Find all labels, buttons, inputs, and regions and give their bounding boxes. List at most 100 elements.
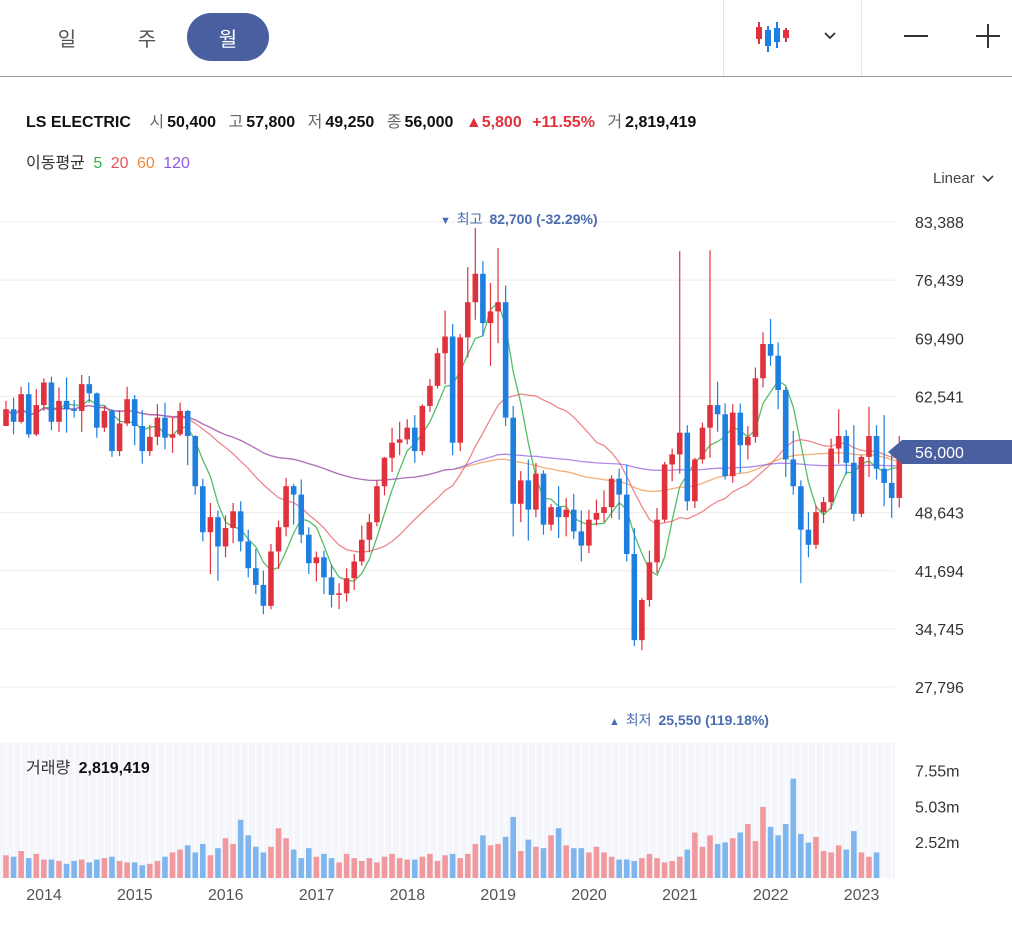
candle-body	[268, 551, 274, 606]
volume-stripe	[171, 743, 174, 878]
time-tick-label: 2018	[390, 887, 426, 904]
volume-stripe	[346, 743, 348, 878]
volume-bar	[328, 858, 335, 878]
ma-5[interactable]: 5	[93, 155, 103, 172]
volume-bar	[404, 859, 411, 878]
volume-stripe	[626, 743, 628, 878]
change-percent: +11.55%	[532, 114, 595, 131]
tab-month[interactable]: 월	[187, 13, 269, 61]
candle-body	[351, 561, 358, 579]
time-tick-label: 2021	[662, 887, 698, 904]
volume-stripe	[732, 743, 734, 878]
volume-bar	[608, 856, 615, 878]
volume-stripe	[482, 743, 484, 878]
ma-120[interactable]: 120	[163, 155, 190, 172]
candle-body	[71, 409, 77, 411]
volume-stripe	[308, 743, 310, 878]
candle-body	[661, 464, 668, 520]
quote-summary: LS ELECTRIC 시 50,400 고 57,800 저 49,250 종 56,…	[26, 108, 704, 132]
volume-bar	[33, 853, 40, 878]
tab-day[interactable]: 일	[57, 28, 77, 51]
candle-body	[131, 399, 138, 426]
volume-stripe	[550, 743, 552, 878]
volume-stripe	[838, 743, 840, 878]
candle-body	[798, 486, 804, 530]
volume-bar	[366, 858, 373, 878]
volume-bar	[184, 845, 191, 878]
volume-stripe	[103, 743, 106, 878]
volume-bar	[94, 859, 100, 878]
volume-stripe	[467, 743, 469, 878]
candle-body	[805, 529, 812, 545]
candle-body	[245, 541, 252, 569]
close-label: 종	[386, 114, 402, 131]
chevron-down-icon	[982, 174, 994, 182]
volume-stripe	[875, 743, 878, 878]
volume-stripe	[845, 743, 847, 878]
volume-stripe	[293, 743, 295, 878]
candle-body	[578, 531, 585, 546]
zoom-out-button[interactable]	[896, 14, 936, 58]
volume-bar	[18, 851, 24, 878]
candle-body	[434, 353, 441, 386]
ma-60[interactable]: 60	[136, 155, 155, 172]
high-label: 고	[228, 114, 244, 131]
volume-stripe	[663, 743, 666, 878]
candle-body	[374, 486, 380, 523]
candle-body	[646, 562, 653, 600]
current-price-label: 56,000	[915, 445, 964, 462]
volume-stripe	[202, 743, 204, 878]
volume-title-value: 2,819,419	[78, 760, 150, 777]
zoom-in-button[interactable]	[968, 14, 1008, 58]
candle-body	[162, 417, 168, 438]
ma-line-120	[5, 404, 900, 482]
price-tick-label: 34,745	[915, 622, 964, 639]
volume-stripe	[474, 743, 476, 878]
candle-body	[253, 568, 259, 585]
candle-body	[396, 439, 403, 443]
volume-bar	[245, 835, 252, 878]
volume-bar	[260, 852, 267, 878]
volume-stripe	[141, 743, 143, 878]
candle-body	[623, 494, 630, 554]
candle-body	[495, 302, 501, 312]
volume-stripe	[747, 743, 749, 878]
chart-type-button[interactable]	[748, 14, 792, 58]
volume-stripe	[444, 743, 446, 878]
volume-bar	[101, 858, 108, 878]
tab-week[interactable]: 주	[137, 28, 157, 51]
volume-stripe	[156, 743, 158, 878]
high-annotation-label: 최고	[457, 211, 483, 227]
candle-body	[873, 436, 880, 469]
candle-body	[692, 459, 698, 502]
volume-stripe	[868, 743, 870, 878]
candle-body	[631, 553, 638, 641]
candle-body	[184, 410, 191, 437]
volume-bar	[517, 851, 524, 878]
volume-stripe	[118, 743, 121, 878]
price-axis: 83,388 76,439 69,490 62,541 48,643 41,694 34,7…	[915, 215, 964, 697]
volume-stripe	[512, 743, 514, 878]
volume-stripe	[399, 743, 401, 878]
volume-bar	[555, 828, 562, 878]
volume-stripe	[65, 743, 68, 878]
ma-20[interactable]: 20	[110, 155, 129, 172]
chart-type-dropdown[interactable]	[815, 14, 845, 58]
candle-body	[616, 478, 622, 495]
chevron-down-icon	[824, 32, 836, 40]
volume-bar	[775, 835, 781, 878]
time-tick-label: 2022	[753, 887, 789, 904]
volume-bar	[237, 819, 244, 878]
candle-body	[321, 557, 327, 578]
candle-body	[215, 517, 221, 547]
volume-bar	[805, 842, 812, 878]
candle-body	[820, 502, 827, 513]
volume-bar	[593, 846, 600, 878]
candlestick-icon	[756, 22, 789, 52]
candle-body	[222, 528, 229, 547]
scale-selector[interactable]: Linear	[933, 170, 995, 187]
candle-body	[41, 382, 47, 406]
volume-stripe	[81, 743, 83, 878]
candle-body	[260, 584, 267, 606]
